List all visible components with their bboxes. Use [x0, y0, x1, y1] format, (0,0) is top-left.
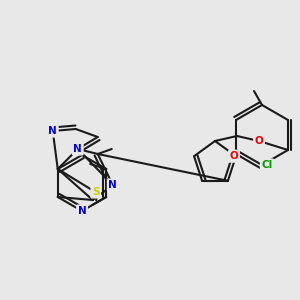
Text: O: O	[255, 136, 263, 146]
Text: N: N	[48, 126, 57, 136]
Text: N: N	[78, 206, 86, 216]
Text: N: N	[108, 180, 117, 190]
Text: Cl: Cl	[261, 160, 273, 170]
Text: O: O	[230, 151, 238, 161]
Text: N: N	[74, 144, 82, 154]
Text: S: S	[92, 187, 100, 197]
